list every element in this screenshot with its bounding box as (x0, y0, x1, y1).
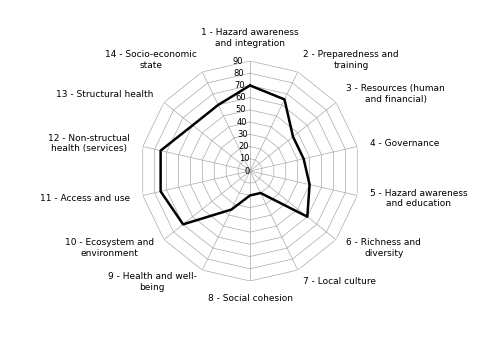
Text: 10: 10 (239, 154, 250, 163)
Text: 1 - Hazard awareness
and integration: 1 - Hazard awareness and integration (201, 28, 299, 48)
Text: 0: 0 (245, 167, 250, 175)
Text: 90: 90 (233, 57, 243, 66)
Text: 11 - Access and use: 11 - Access and use (40, 194, 130, 203)
Text: 80: 80 (234, 69, 244, 78)
Text: 4 - Governance: 4 - Governance (370, 139, 440, 148)
Text: 70: 70 (234, 81, 245, 90)
Text: 40: 40 (236, 118, 247, 127)
Text: 20: 20 (238, 142, 248, 151)
Text: 30: 30 (237, 130, 248, 139)
Text: 9 - Health and well-
being: 9 - Health and well- being (108, 272, 196, 292)
Text: 2 - Preparedness and
training: 2 - Preparedness and training (304, 50, 399, 70)
Text: 60: 60 (235, 93, 246, 102)
Text: 7 - Local culture: 7 - Local culture (304, 277, 376, 287)
Text: 12 - Non-structual
health (services): 12 - Non-structual health (services) (48, 134, 130, 153)
Text: 8 - Social cohesion: 8 - Social cohesion (208, 294, 292, 303)
Text: 5 - Hazard awareness
and education: 5 - Hazard awareness and education (370, 189, 468, 208)
Text: 14 - Socio-economic
state: 14 - Socio-economic state (104, 50, 196, 70)
Text: 50: 50 (236, 105, 246, 115)
Text: 13 - Structural health: 13 - Structural health (56, 90, 154, 99)
Text: 10 - Ecosystem and
environment: 10 - Ecosystem and environment (64, 238, 154, 258)
Text: 6 - Richness and
diversity: 6 - Richness and diversity (346, 238, 421, 258)
Text: 3 - Resources (human
and financial): 3 - Resources (human and financial) (346, 84, 445, 104)
